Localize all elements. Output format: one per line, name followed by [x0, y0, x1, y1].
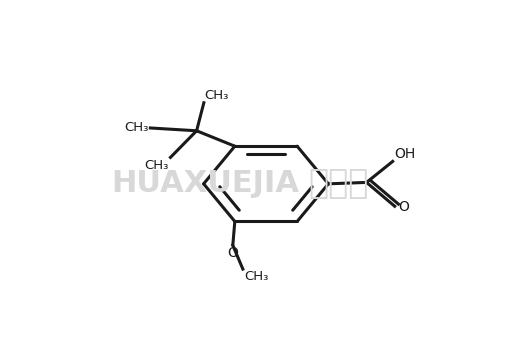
Text: 化学加: 化学加 [308, 167, 368, 200]
Text: OH: OH [394, 147, 415, 161]
Text: O: O [227, 246, 238, 260]
Text: CH₃: CH₃ [125, 122, 149, 134]
Text: CH₃: CH₃ [204, 88, 229, 102]
Text: CH₃: CH₃ [244, 270, 269, 283]
Text: HUAXUEJIA: HUAXUEJIA [112, 169, 299, 198]
Text: CH₃: CH₃ [144, 159, 169, 171]
Text: O: O [398, 200, 409, 214]
